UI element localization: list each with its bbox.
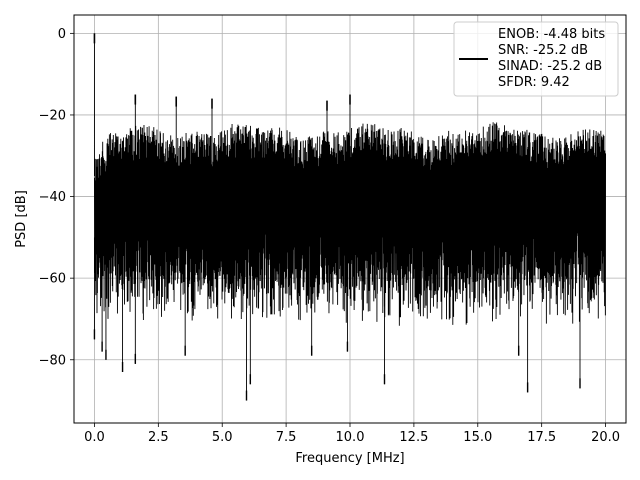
y-tick-label: −80: [39, 353, 66, 368]
y-tick-label: −20: [39, 108, 66, 123]
legend-line-0: ENOB: -4.48 bits: [498, 27, 605, 42]
x-tick-label: 12.5: [399, 430, 428, 445]
y-tick-label: −40: [39, 190, 66, 205]
legend: ENOB: -4.48 bits SNR: -25.2 dB SINAD: -2…: [453, 21, 619, 97]
x-tick-label: 15.0: [463, 430, 492, 445]
x-tick-label: 10.0: [336, 430, 365, 445]
axis-ticks: 0.0 2.5 5.0 7.5 10.0 12.5 15.0 17.5 20.0 0 −20 −40 −…: [39, 27, 620, 445]
y-tick-label: −60: [39, 272, 66, 287]
legend-box: [453, 21, 619, 97]
x-tick-label: 7.5: [276, 430, 297, 445]
x-axis-label: Frequency [MHz]: [295, 451, 404, 466]
x-tick-label: 20.0: [591, 430, 620, 445]
y-tick-label: 0: [58, 27, 66, 42]
x-tick-label: 5.0: [212, 430, 233, 445]
plot-area: [93, 33, 607, 401]
legend-line-3: SFDR: 9.42: [498, 75, 570, 90]
x-tick-label: 17.5: [527, 430, 556, 445]
x-tick-label: 0.0: [84, 430, 105, 445]
psd-series-line: [93, 33, 607, 401]
legend-line-2: SINAD: -25.2 dB: [498, 59, 602, 74]
legend-line-1: SNR: -25.2 dB: [498, 43, 588, 58]
x-tick-label: 2.5: [148, 430, 169, 445]
y-axis-label: PSD [dB]: [14, 190, 29, 248]
